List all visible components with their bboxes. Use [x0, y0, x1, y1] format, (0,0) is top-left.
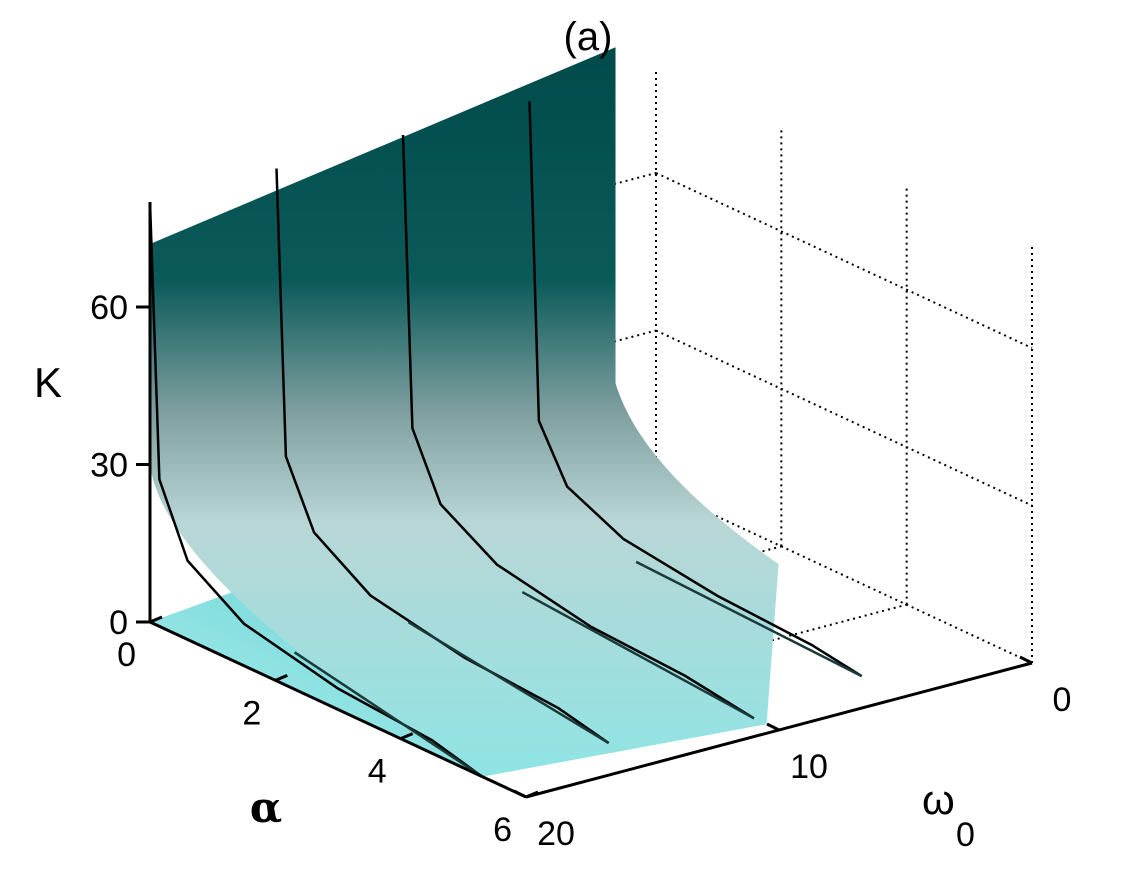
y-tick — [513, 789, 527, 799]
cross-section-curve — [275, 168, 610, 745]
y-tick — [1019, 655, 1033, 665]
x-tick — [274, 673, 288, 682]
grid-line — [655, 172, 1033, 349]
y-tick-label: 10 — [790, 748, 828, 786]
cross-section-curve — [528, 101, 863, 678]
y-axis-label: ω — [922, 776, 955, 823]
x-axis-label: α — [250, 783, 282, 832]
x-tick-label: 2 — [242, 694, 261, 732]
x-tick-label: 0 — [117, 636, 136, 674]
floor-curve — [407, 621, 610, 745]
y-tick — [766, 722, 780, 732]
x-axis-line — [149, 620, 527, 799]
grid-line — [655, 329, 1033, 507]
x-tick — [525, 790, 539, 799]
x-tick — [400, 732, 414, 741]
z-tick-label: 30 — [90, 447, 128, 485]
x-tick-label: 4 — [368, 753, 387, 791]
y-tick-label: 0 — [1053, 681, 1072, 719]
x-tick-label: 6 — [493, 811, 512, 849]
floor-curve — [521, 590, 755, 720]
cross-section-curves — [148, 101, 863, 778]
wall-surface — [150, 47, 779, 777]
cross-section-curve — [148, 201, 483, 778]
x-tick — [149, 615, 163, 624]
z-axis-label: K — [34, 359, 62, 406]
chart-title: (a) — [564, 15, 613, 59]
floor-curve — [293, 651, 483, 778]
y-axis-label-subscript: 0 — [956, 816, 975, 854]
z-tick-label: 0 — [109, 604, 128, 642]
floor-curve — [635, 560, 863, 678]
z-tick-label: 60 — [90, 289, 128, 327]
cross-section-curve — [401, 134, 755, 720]
y-tick-label: 20 — [537, 815, 575, 853]
surface — [150, 47, 779, 777]
